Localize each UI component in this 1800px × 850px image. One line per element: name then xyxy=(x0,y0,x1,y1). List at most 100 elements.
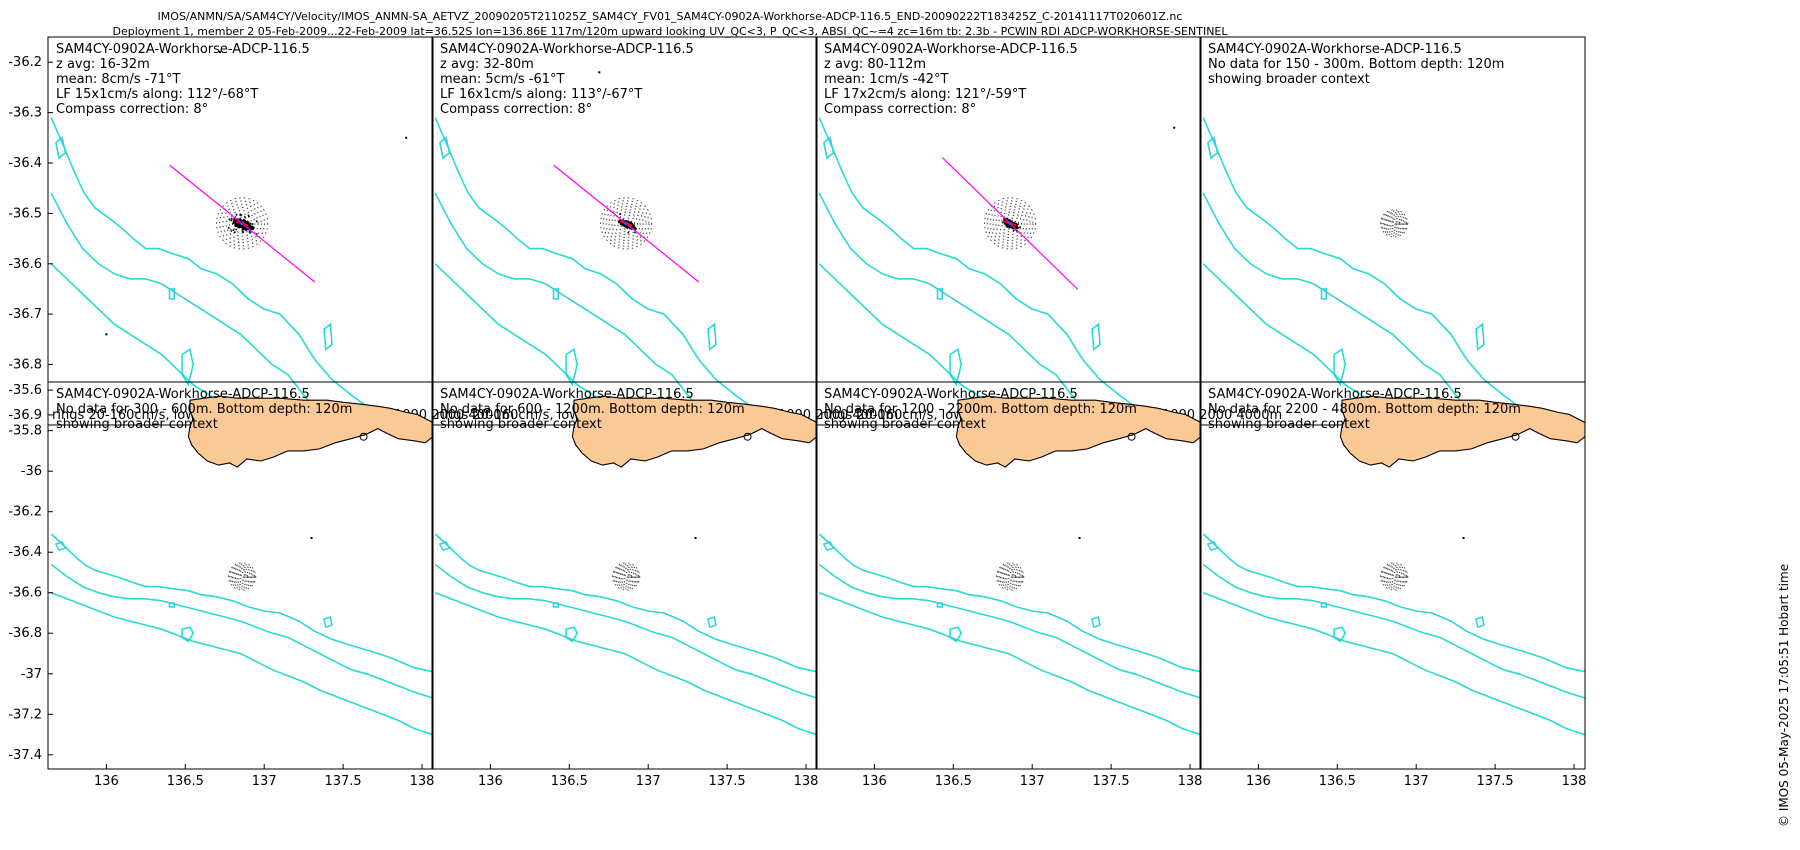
x-tick-label: 138 xyxy=(410,774,435,789)
figure-title-deployment: Deployment 1, member 2 05-Feb-2009...22-… xyxy=(112,25,1228,38)
isobath-line xyxy=(50,591,433,736)
isobath-line xyxy=(818,563,1201,699)
y-tick-label: -37.4 xyxy=(8,748,42,763)
y-tick-label: -36.8 xyxy=(8,358,42,373)
y-tick-label: -36.6 xyxy=(8,586,42,601)
isobath-patch xyxy=(323,322,333,351)
isobath-patch xyxy=(936,288,943,300)
velocity-ring xyxy=(1385,214,1403,233)
velocity-ring xyxy=(233,567,251,586)
isobath-patch xyxy=(55,136,67,160)
velocity-ring xyxy=(240,574,245,579)
velocity-ring xyxy=(225,206,259,240)
panel-annotation-line: No data for 1200 - 2200m. Bottom depth: … xyxy=(824,402,1137,417)
y-tick-label: -36.3 xyxy=(8,106,42,121)
velocity-ring xyxy=(1381,563,1407,590)
velocity-ring xyxy=(232,566,253,587)
isobath-line xyxy=(434,117,776,425)
velocity-ring xyxy=(1392,221,1397,226)
isobath-patch xyxy=(707,322,717,351)
velocity-ring xyxy=(238,573,246,580)
x-tick-label: 136.5 xyxy=(167,774,204,789)
velocity-ring xyxy=(1005,571,1015,582)
isobath-patch xyxy=(565,626,579,643)
velocity-ring xyxy=(622,573,630,580)
velocity-ring xyxy=(1392,574,1397,579)
plot-area xyxy=(50,395,433,736)
x-tick-label: 137 xyxy=(1020,774,1045,789)
velocity-ring xyxy=(1385,567,1403,586)
velocity-ring xyxy=(617,214,636,233)
plot-area xyxy=(434,71,776,425)
isobath-line xyxy=(434,563,817,699)
isobath-patch xyxy=(168,602,175,608)
velocity-ring xyxy=(1382,565,1406,588)
panel-annotation-line: No data for 300 - 600m. Bottom depth: 12… xyxy=(56,402,352,417)
velocity-ring xyxy=(1388,217,1401,230)
y-tick-label: -36.2 xyxy=(8,505,42,520)
stray-point xyxy=(310,537,313,539)
isobath-line xyxy=(818,117,1160,425)
velocity-ring xyxy=(1389,571,1399,582)
stray-point xyxy=(1078,537,1081,539)
figure-title-file: IMOS/ANMN/SA/SAM4CY/Velocity/IMOS_ANMN-S… xyxy=(157,10,1183,23)
velocity-ring xyxy=(612,562,641,591)
panel-annotation-line: showing broader context xyxy=(440,417,602,432)
velocity-ring xyxy=(613,563,639,590)
panel-annotation-line: SAM4CY-0902A-Workhorse-ADCP-116.5 xyxy=(440,387,694,402)
isobath-patch xyxy=(1320,602,1327,608)
isobath-patch xyxy=(1091,322,1101,351)
x-tick-label: 136 xyxy=(478,774,503,789)
x-tick-label: 137.5 xyxy=(1092,774,1129,789)
y-tick-label: -35.6 xyxy=(8,383,42,398)
panel-annotation-line: No data for 2200 - 4800m. Bottom depth: … xyxy=(1208,402,1521,417)
velocity-ring xyxy=(998,211,1023,236)
velocity-ring xyxy=(230,565,254,588)
velocity-ring xyxy=(1389,218,1399,228)
islet-outline xyxy=(1127,432,1136,441)
panel-annotation-line: showing broader context xyxy=(824,417,986,432)
velocity-ring xyxy=(1384,213,1405,234)
isobath-patch xyxy=(949,348,963,387)
y-tick-label: -36.4 xyxy=(8,545,42,560)
velocity-ring xyxy=(986,200,1034,247)
panel-annotation-line: mean: 5cm/s -61°T xyxy=(440,72,564,87)
isobath-patch xyxy=(565,348,579,387)
isobath-patch xyxy=(168,288,175,300)
x-tick-label: 136.5 xyxy=(935,774,972,789)
velocity-ring xyxy=(1388,570,1401,583)
velocity-ring xyxy=(617,567,635,586)
x-tick-label: 136 xyxy=(862,774,887,789)
x-tick-label: 136.5 xyxy=(1319,774,1356,789)
velocity-ring xyxy=(616,566,637,587)
islet-outline xyxy=(1511,432,1520,441)
velocity-ring xyxy=(228,210,256,237)
panel-bottom-1: SAM4CY-0902A-Workhorse-ADCP-116.5No data… xyxy=(8,381,435,789)
velocity-ring xyxy=(1386,216,1402,231)
velocity-ring xyxy=(1002,569,1018,584)
panel-bottom-3: SAM4CY-0902A-Workhorse-ADCP-116.5No data… xyxy=(815,381,1203,789)
velocity-ring xyxy=(989,203,1031,244)
panel-annotation-line: showing broader context xyxy=(56,417,218,432)
land-shape xyxy=(187,395,433,468)
x-tick-label: 138 xyxy=(1178,774,1203,789)
velocity-ring xyxy=(1008,574,1013,579)
isobath-patch xyxy=(552,602,559,608)
isobath-line xyxy=(818,192,1097,425)
islet-outline xyxy=(359,432,368,441)
velocity-ring xyxy=(234,569,250,584)
isobath-line xyxy=(50,563,433,699)
panel-annotation-line: SAM4CY-0902A-Workhorse-ADCP-116.5 xyxy=(440,42,694,57)
land-shape xyxy=(1339,395,1585,468)
land-shape xyxy=(571,395,817,468)
plot-area xyxy=(1202,117,1544,425)
stray-point xyxy=(598,71,601,74)
stray-point xyxy=(219,51,221,54)
isobath-patch xyxy=(823,136,835,160)
isobath-line xyxy=(50,117,392,425)
velocity-ring xyxy=(229,563,255,590)
isobath-line xyxy=(434,533,817,673)
velocity-ring xyxy=(624,574,629,579)
velocity-ring xyxy=(1381,210,1407,237)
velocity-ring xyxy=(600,197,653,250)
